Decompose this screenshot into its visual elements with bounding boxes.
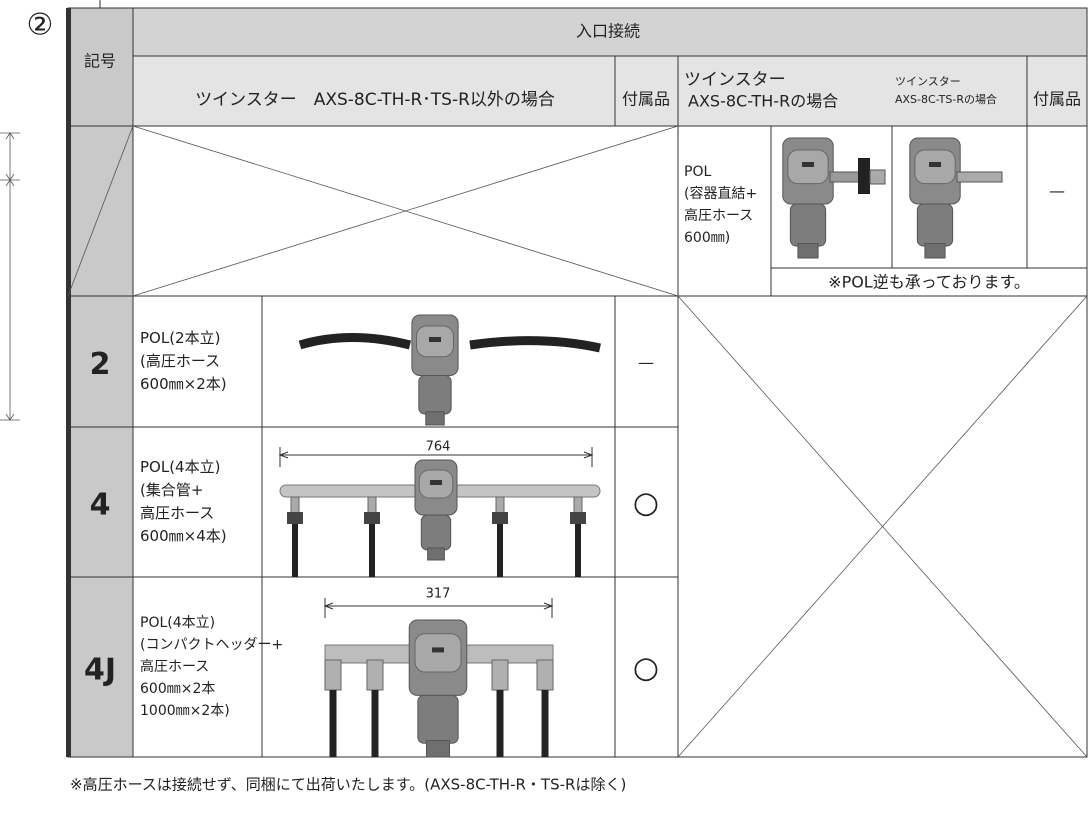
row-description: POL(4本立) [140, 615, 215, 631]
drawing-part [492, 512, 508, 524]
twin-description: (容器直結+ [684, 185, 757, 202]
row-description: (コンパクトヘッダー+ [140, 637, 283, 653]
drawing-part [430, 480, 442, 485]
drawing-part [956, 171, 1003, 183]
drawing-part [425, 411, 445, 426]
product-images [278, 137, 1003, 758]
drawing-part [364, 512, 380, 524]
drawing-part [429, 337, 441, 342]
drawing-part [418, 375, 452, 415]
row-code: 2 [90, 347, 111, 382]
row-description: 600㎜×2本 [140, 681, 215, 697]
drawing-part [797, 243, 819, 259]
row-description: (集合管+ [140, 481, 203, 499]
dimension-label: 317 [426, 587, 451, 602]
row-description: POL(2本立) [140, 329, 220, 347]
row-accessory: ○ [633, 486, 659, 521]
header-bg [68, 56, 1087, 126]
symbol-column-bg [68, 8, 133, 757]
drawing-part [432, 647, 444, 653]
header-bg [68, 8, 1087, 56]
drawing-part [858, 158, 870, 194]
drawing-part [324, 659, 342, 691]
drawing-part [287, 512, 303, 524]
dimension-label: 764 [426, 440, 451, 455]
drawing-part [536, 659, 554, 691]
row-description: POL(4本立) [140, 458, 220, 476]
drawing-part [924, 243, 946, 259]
header-th-r: ツインスター [684, 70, 786, 90]
row-description: 高圧ホース [140, 658, 209, 675]
drawing-part [323, 602, 554, 610]
footnote: ※高圧ホースは接続せず、同梱にて出荷いたします。(AXS-8C-TH-R・TS-… [70, 776, 626, 794]
drawing-part [789, 203, 827, 247]
row-accessory: ○ [633, 651, 659, 686]
drawing-part [570, 512, 586, 524]
drawing-part [802, 162, 814, 167]
header-other-models: ツインスター AXS-8C-TH-R･TS-R以外の場合 [195, 90, 555, 110]
row-description: 600㎜×4本) [140, 527, 227, 545]
row-description: 高圧ホース [140, 504, 214, 522]
drawing-part [417, 694, 459, 744]
drawing-part [366, 659, 384, 691]
twin-description: POL [684, 164, 711, 180]
header-th-r: AXS-8C-TH-Rの場合 [688, 92, 838, 111]
row-description: 600㎜×2本) [140, 375, 227, 393]
row-description: 1000㎜×2本) [140, 703, 230, 719]
header-inlet: 入口接続 [576, 22, 640, 41]
section-marker: ② [27, 8, 54, 43]
twin-description: 600㎜) [684, 230, 730, 246]
twin-description: 高圧ホース [684, 207, 753, 224]
row-accessory: — [638, 353, 654, 372]
header-ts-r: AXS-8C-TS-Rの場合 [895, 92, 997, 106]
row-code: 4 [90, 488, 111, 523]
header-ts-r: ツインスター [895, 75, 961, 88]
drawing-part [427, 547, 445, 561]
drawing-part [298, 333, 601, 353]
drawing-part [278, 451, 594, 459]
drawing-part [491, 659, 509, 691]
drawing-part [929, 162, 941, 167]
header-accessory: 付属品 [622, 90, 670, 109]
drawing-part [869, 169, 886, 185]
drawing-part [425, 740, 451, 758]
header-accessory: 付属品 [1033, 90, 1081, 109]
twin-note: ※POL逆も承っております。 [828, 273, 1030, 292]
drawing-part [916, 203, 954, 247]
row-code: 4J [84, 653, 116, 688]
drawing-part [420, 514, 452, 551]
drawing-part [414, 633, 462, 673]
row-description: (高圧ホース [140, 352, 220, 370]
header-symbol: 記号 [84, 52, 116, 71]
twin-accessory: — [1049, 182, 1065, 201]
